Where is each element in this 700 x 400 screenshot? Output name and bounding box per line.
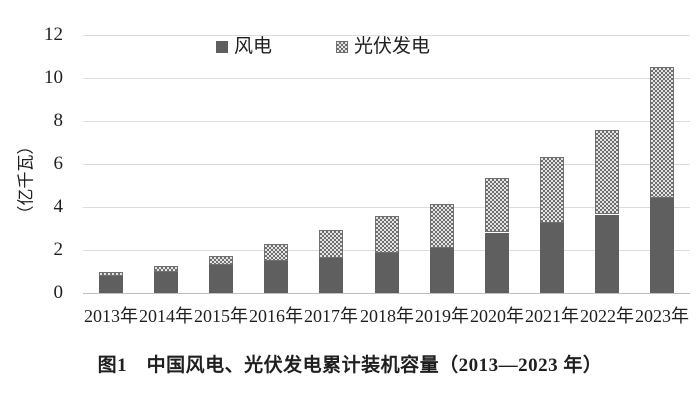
bar-segment-wind [430,248,454,293]
bar-segment-solar [99,272,123,276]
bar-segment-solar [595,130,619,214]
legend-item-wind: 风电 [216,37,272,57]
y-tick-label: 0 [53,282,64,303]
bar-segment-solar [540,157,564,223]
gridline [83,207,690,208]
gridline [83,78,690,79]
gridline [83,121,690,122]
x-axis-label: 2020年 [470,306,524,326]
y-tick-label: 4 [53,196,64,217]
x-axis-label: 2022年 [580,306,634,326]
bar-segment-solar [485,178,509,232]
bar-segment-solar [319,230,343,258]
gridline [83,35,690,36]
x-axis-label: 2014年 [139,306,193,326]
bar-segment-wind [319,258,343,293]
solar-series-swatch-icon [336,41,348,53]
bar-segment-solar [430,204,454,248]
bar-segment-wind [650,198,674,293]
y-tick-label: 10 [44,67,63,88]
x-axis-label: 2016年 [249,306,303,326]
figure-caption: 图1 中国风电、光伏发电累计装机容量（2013—2023 年） [97,355,603,376]
legend-label-solar: 光伏发电 [354,36,431,57]
bar-segment-wind [209,265,233,293]
bar-segment-wind [540,222,564,293]
gridline [83,164,690,165]
x-axis-line [83,293,690,294]
legend-item-solar: 光伏发电 [336,37,430,57]
bar-segment-solar [209,256,233,265]
bar-segment-wind [485,233,509,293]
bar-segment-solar [154,266,178,272]
x-axis-label: 2023年 [635,306,689,326]
bar-segment-wind [154,272,178,293]
bar-segment-solar [650,67,674,198]
bar-segment-solar [264,244,288,261]
y-tick-label: 12 [44,24,63,45]
bar-segment-wind [264,261,288,293]
bar-segment-solar [375,216,399,253]
x-axis-label: 2019年 [415,306,469,326]
wind-series-swatch-icon [216,41,228,53]
y-tick-label: 8 [53,110,64,131]
x-axis-label: 2013年 [84,306,138,326]
y-tick-label: 2 [53,239,64,260]
x-axis-label: 2018年 [360,306,414,326]
bar-segment-wind [99,276,123,293]
y-axis-title: （亿千瓦） [16,137,36,223]
x-axis-label: 2015年 [194,306,248,326]
x-axis-label: 2021年 [525,306,579,326]
bar-segment-wind [375,253,399,293]
legend-label-wind: 风电 [234,36,273,57]
x-axis-label: 2017年 [304,306,358,326]
y-tick-label: 6 [53,153,64,174]
legend: 风电 光伏发电 [0,37,700,61]
bar-segment-wind [595,215,619,293]
